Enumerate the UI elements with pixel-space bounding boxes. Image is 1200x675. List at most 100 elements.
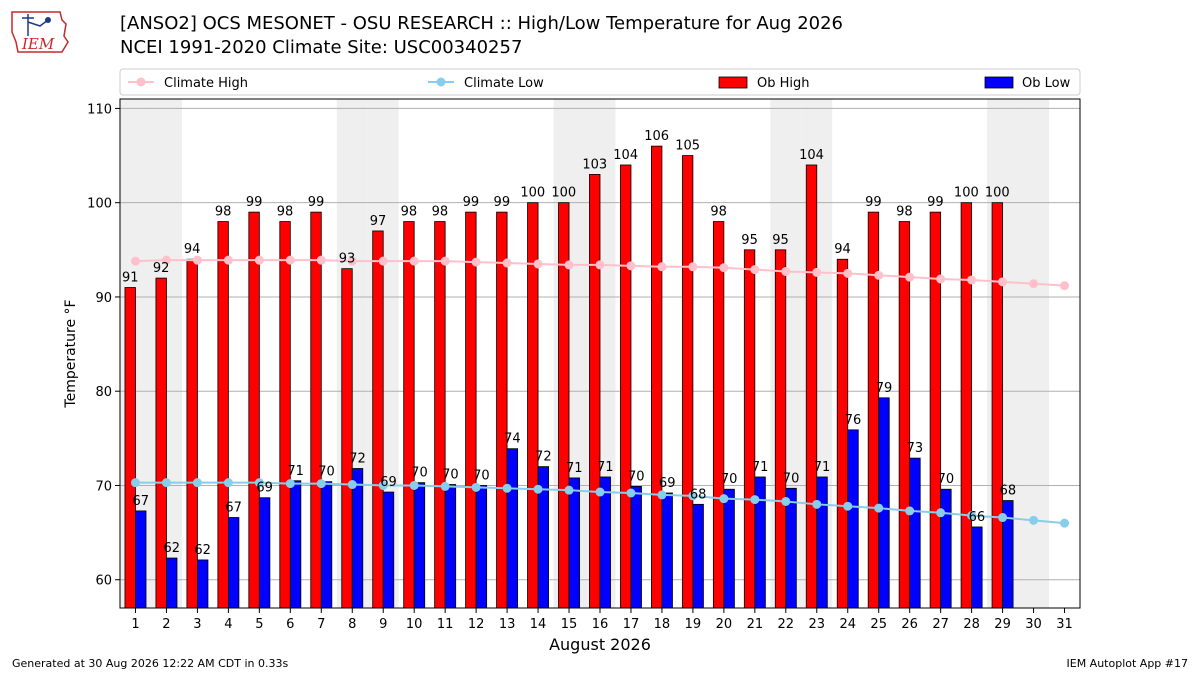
ob-high-value-label: 94 [184,242,201,257]
ob-low-bar [568,477,580,609]
ob-high-bar [496,211,508,609]
ob-low-value-label: 70 [721,472,738,487]
ob-high-value-label: 94 [834,242,851,257]
ob-low-value-label: 66 [969,510,986,525]
ob-high-bar [434,221,446,609]
climate-low-point [1060,518,1070,528]
ob-high-value-label: 104 [613,148,638,163]
ob-low-value-label: 70 [628,469,645,484]
climate-high-point [843,268,853,278]
climate-high-point [905,272,915,282]
ob-low-value-label: 71 [287,464,304,479]
ob-high-value-label: 93 [339,252,356,267]
ob-low-bar [475,485,488,609]
climate-low-point [254,478,264,488]
ob-high-value-label: 98 [896,205,913,220]
climate-high-point [812,267,822,277]
ob-low-value-label: 70 [442,468,459,483]
legend-ob-high-label: Ob High [757,76,810,91]
x-tick-label: 14 [530,617,547,632]
ob-low-value-label: 71 [566,461,583,476]
climate-high-point [626,261,636,271]
y-axis-label: Temperature °F [63,299,79,408]
ob-high-value-label: 98 [710,205,727,220]
y-tick-label: 60 [95,574,112,589]
climate-high-point [657,262,667,272]
climate-high-point [1029,279,1039,289]
ob-low-value-label: 70 [318,465,335,480]
x-tick-label: 28 [963,617,980,632]
climate-high-point [502,258,512,268]
ob-low-bar [351,468,364,609]
climate-high-point [688,262,698,272]
climate-high-point [564,260,574,270]
climate-low-point [874,503,884,513]
climate-low-point [471,482,481,492]
x-tick-label: 10 [406,617,423,632]
ob-low-value-label: 67 [132,494,149,509]
x-tick-label: 12 [468,617,485,632]
ob-low-bar [289,480,302,609]
ob-high-value-label: 105 [675,139,700,154]
climate-low-point [440,481,450,491]
x-tick-label: 6 [286,617,294,632]
climate-low-point [750,495,760,505]
climate-low-point [688,491,698,501]
footer-generated: Generated at 30 Aug 2026 12:22 AM CDT in… [12,657,289,670]
legend-climate-low-marker [436,77,446,87]
x-tick-label: 4 [224,617,232,632]
climate-low-point [409,480,419,490]
y-tick-label: 90 [95,291,112,306]
ob-high-value-label: 95 [741,233,758,248]
x-axis-label: August 2026 [549,635,651,654]
ob-high-bar [403,221,415,609]
y-tick-label: 70 [95,479,112,494]
climate-low-point [285,479,295,489]
climate-high-point [316,255,326,265]
ob-high-bar [805,164,818,609]
ob-high-bar [124,287,136,609]
ob-high-value-label: 92 [153,261,170,276]
ob-low-bar [785,487,797,609]
ob-low-bar [258,497,271,609]
ob-low-bar [909,457,921,609]
climate-high-point [378,256,388,266]
x-tick-label: 9 [379,617,387,632]
climate-high-point [967,275,977,285]
x-tick-label: 25 [870,617,887,632]
climate-low-point [657,490,667,500]
ob-low-bar [135,510,147,609]
x-tick-label: 30 [1025,617,1042,632]
climate-low-point [316,479,326,489]
legend-ob-high-swatch [718,76,748,89]
ob-low-value-label: 73 [907,441,924,456]
ob-low-value-label: 69 [380,475,397,490]
x-tick-label: 1 [131,617,139,632]
climate-low-point [130,478,140,488]
legend-ob-low-label: Ob Low [1022,76,1071,91]
x-tick-label: 16 [592,617,609,632]
climate-high-point [750,265,760,275]
ob-low-value-label: 70 [783,471,800,486]
ob-high-value-label: 91 [122,271,139,286]
x-tick-label: 7 [317,617,325,632]
ob-high-bar [217,221,229,609]
x-tick-label: 24 [839,617,856,632]
ob-low-value-label: 68 [690,487,707,502]
ob-low-value-label: 70 [938,472,955,487]
ob-high-bar [960,202,973,609]
ob-high-value-label: 99 [927,195,944,210]
legend-climate-high-label: Climate High [164,76,248,91]
ob-low-value-label: 72 [349,451,366,466]
ob-low-bar [166,557,178,609]
legend-climate-low-label: Climate Low [464,76,544,91]
legend-climate-high-marker [136,77,146,87]
climate-low-point [378,480,388,490]
ob-high-value-label: 99 [463,195,480,210]
ob-high-bar [836,258,849,609]
ob-high-value-label: 98 [277,205,294,220]
x-tick-label: 2 [162,617,170,632]
x-tick-label: 5 [255,617,263,632]
ob-high-value-label: 100 [520,186,545,201]
